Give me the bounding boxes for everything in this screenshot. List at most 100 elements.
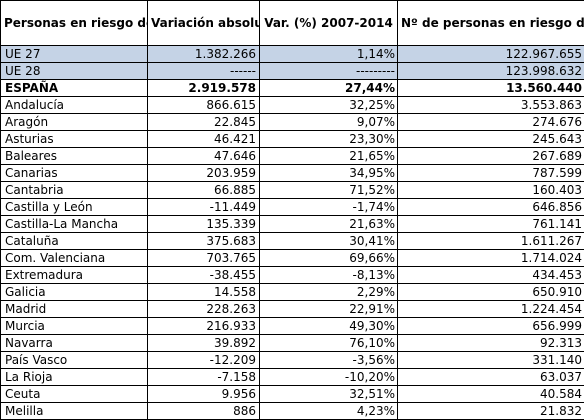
- cell-total: 40.584: [398, 386, 584, 403]
- cell-total: 274.676: [398, 114, 584, 131]
- cell-abs: 66.885: [148, 182, 260, 199]
- cell-total: 122.967.655: [398, 46, 584, 63]
- cell-abs: 375.683: [148, 233, 260, 250]
- cell-abs: -38.455: [148, 267, 260, 284]
- cell-abs: 886: [148, 403, 260, 420]
- cell-name: ESPAÑA: [1, 80, 148, 97]
- cell-abs: 216.933: [148, 318, 260, 335]
- cell-abs: 2.919.578: [148, 80, 260, 97]
- table-row: Castilla y León-11.449-1,74%646.856: [1, 199, 584, 216]
- cell-name: Galicia: [1, 284, 148, 301]
- cell-abs: 22.845: [148, 114, 260, 131]
- header-region: Personas en riesgo de pobreza o exclusió…: [1, 1, 148, 46]
- cell-name: Madrid: [1, 301, 148, 318]
- cell-total: 331.140: [398, 352, 584, 369]
- cell-total: 761.141: [398, 216, 584, 233]
- cell-pct: 2,29%: [260, 284, 398, 301]
- cell-name: La Rioja: [1, 369, 148, 386]
- cell-pct: 32,51%: [260, 386, 398, 403]
- cell-pct: 21,65%: [260, 148, 398, 165]
- cell-abs: 203.959: [148, 165, 260, 182]
- cell-abs: -7.158: [148, 369, 260, 386]
- cell-pct: 4,23%: [260, 403, 398, 420]
- header-percent-variation: Var. (%) 2007-2014: [260, 1, 398, 46]
- cell-abs: -12.209: [148, 352, 260, 369]
- cell-pct: 32,25%: [260, 97, 398, 114]
- cell-total: 245.643: [398, 131, 584, 148]
- cell-pct: 23,30%: [260, 131, 398, 148]
- cell-name: Castilla y León: [1, 199, 148, 216]
- cell-name: Com. Valenciana: [1, 250, 148, 267]
- cell-pct: -1,74%: [260, 199, 398, 216]
- cell-name: Ceuta: [1, 386, 148, 403]
- table-row-ue28: UE 28 ------ --------- 123.998.632: [1, 63, 584, 80]
- cell-abs: 9.956: [148, 386, 260, 403]
- cell-abs: 47.646: [148, 148, 260, 165]
- cell-name: Baleares: [1, 148, 148, 165]
- cell-abs: 135.339: [148, 216, 260, 233]
- cell-abs: 703.765: [148, 250, 260, 267]
- cell-pct: 1,14%: [260, 46, 398, 63]
- cell-name: Castilla-La Mancha: [1, 216, 148, 233]
- cell-pct: 30,41%: [260, 233, 398, 250]
- cell-pct: 71,52%: [260, 182, 398, 199]
- cell-total: 1.224.454: [398, 301, 584, 318]
- cell-name: Extremadura: [1, 267, 148, 284]
- table-row-ue27: UE 27 1.382.266 1,14% 122.967.655: [1, 46, 584, 63]
- cell-total: 434.453: [398, 267, 584, 284]
- cell-total: 13.560.440: [398, 80, 584, 97]
- cell-total: 3.553.863: [398, 97, 584, 114]
- cell-pct: 69,66%: [260, 250, 398, 267]
- cell-total: 787.599: [398, 165, 584, 182]
- cell-abs: 228.263: [148, 301, 260, 318]
- table-row: País Vasco-12.209-3,56%331.140: [1, 352, 584, 369]
- cell-total: 92.313: [398, 335, 584, 352]
- header-people-2014: Nº de personas en riesgo de pobreza o ex…: [398, 1, 584, 46]
- cell-name: UE 28: [1, 63, 148, 80]
- cell-abs: ------: [148, 63, 260, 80]
- cell-abs: 1.382.266: [148, 46, 260, 63]
- cell-pct: 49,30%: [260, 318, 398, 335]
- cell-abs: 866.615: [148, 97, 260, 114]
- table-row-spain: ESPAÑA 2.919.578 27,44% 13.560.440: [1, 80, 584, 97]
- cell-total: 1.611.267: [398, 233, 584, 250]
- cell-pct: 34,95%: [260, 165, 398, 182]
- cell-pct: -8,13%: [260, 267, 398, 284]
- cell-total: 21.832: [398, 403, 584, 420]
- cell-total: 160.403: [398, 182, 584, 199]
- cell-total: 123.998.632: [398, 63, 584, 80]
- cell-name: País Vasco: [1, 352, 148, 369]
- cell-abs: 46.421: [148, 131, 260, 148]
- cell-name: Cantabria: [1, 182, 148, 199]
- header-absolute-variation: Variación absoluta 2007-2014: [148, 1, 260, 46]
- cell-name: Asturias: [1, 131, 148, 148]
- cell-abs: 14.558: [148, 284, 260, 301]
- cell-abs: -11.449: [148, 199, 260, 216]
- cell-name: Murcia: [1, 318, 148, 335]
- header-row: Personas en riesgo de pobreza o exclusió…: [1, 1, 584, 46]
- cell-name: Aragón: [1, 114, 148, 131]
- cell-name: UE 27: [1, 46, 148, 63]
- cell-total: 63.037: [398, 369, 584, 386]
- cell-pct: -10,20%: [260, 369, 398, 386]
- cell-abs: 39.892: [148, 335, 260, 352]
- cell-pct: ---------: [260, 63, 398, 80]
- cell-total: 656.999: [398, 318, 584, 335]
- cell-total: 267.689: [398, 148, 584, 165]
- cell-name: Melilla: [1, 403, 148, 420]
- table-row: Extremadura-38.455-8,13%434.453: [1, 267, 584, 284]
